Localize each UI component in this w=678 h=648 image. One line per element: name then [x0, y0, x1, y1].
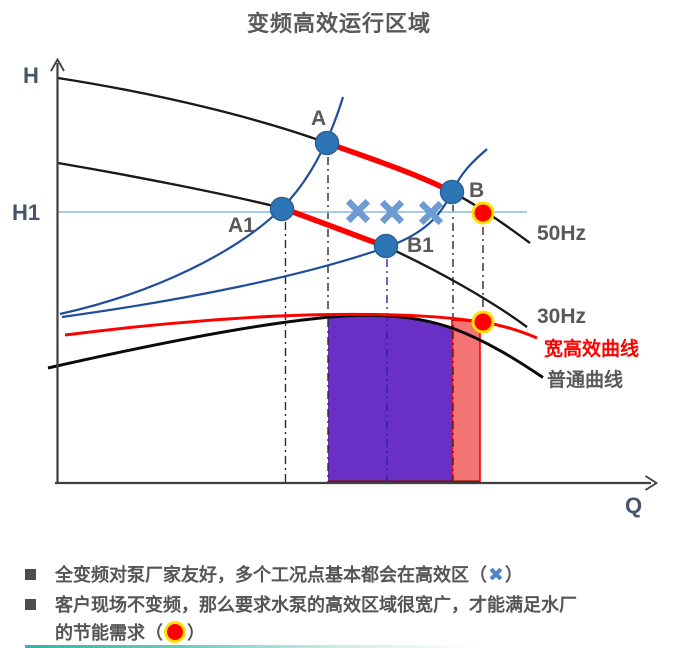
x-marker-1	[345, 198, 371, 224]
bullet-1-text: 全变频对泵厂家友好，多个工况点基本都会在高效区（✖）	[55, 561, 523, 590]
bullet-2-line2-post: ）	[187, 623, 205, 643]
point-a-dot	[314, 130, 340, 156]
curve-50hz	[57, 76, 531, 244]
bullet-square-icon	[25, 569, 36, 580]
x-marker-3	[418, 200, 444, 226]
purple-efficiency-region	[328, 315, 452, 482]
y-axis-arrow-icon	[50, 57, 65, 72]
blue-x-icon: ✖	[488, 565, 504, 586]
red-point-lower	[471, 310, 495, 334]
h-axis-label: H	[23, 63, 39, 88]
point-b-label: B	[469, 179, 484, 202]
pink-extension-region	[451, 319, 481, 483]
label-50hz: 50Hz	[537, 222, 586, 245]
bullet-2-line1: 客户现场不变频，那么要求水泵的高效区域很宽广，才能满足水厂	[55, 595, 577, 615]
bullet-2-line2-pre: 的节能需求（	[55, 623, 163, 643]
h1-label: H1	[12, 200, 40, 225]
red-point-upper	[471, 201, 495, 225]
divider-line	[25, 645, 660, 648]
page-title: 变频高效运行区域	[246, 11, 431, 36]
x-marker-2	[379, 199, 405, 225]
bullet-item-1: 全变频对泵厂家友好，多个工况点基本都会在高效区（✖）	[25, 561, 661, 590]
point-b-dot	[439, 179, 465, 205]
label-wide-curve: 宽高效曲线	[544, 337, 639, 360]
wide-efficiency-curve	[64, 312, 538, 340]
point-a-label: A	[311, 107, 326, 130]
notes-list: 全变频对泵厂家友好，多个工况点基本都会在高效区（✖） 客户现场不变频，那么要求水…	[25, 561, 661, 648]
q-axis-label: Q	[625, 493, 642, 518]
highefficiency-segment-a-b	[324, 140, 455, 195]
bullet-item-2: 客户现场不变频，那么要求水泵的高效区域很宽广，才能满足水厂 的节能需求（ ）	[25, 591, 661, 647]
bullet-2-text: 客户现场不变频，那么要求水泵的高效区域很宽广，才能满足水厂 的节能需求（ ）	[55, 591, 577, 647]
label-30hz: 30Hz	[537, 305, 586, 328]
bullet-1-pre: 全变频对泵厂家友好，多个工况点基本都会在高效区（	[55, 565, 487, 585]
point-a1-dot	[269, 196, 295, 222]
point-b1-dot	[373, 233, 399, 259]
red-dot-icon	[164, 621, 186, 643]
x-axis-arrow-icon	[645, 475, 659, 491]
label-normal-curve: 普通曲线	[547, 368, 623, 391]
bullet-1-post: ）	[504, 565, 523, 585]
highefficiency-segment-a1-b1	[279, 205, 390, 250]
bullet-square-icon	[25, 599, 36, 610]
point-b1-label: B1	[407, 234, 434, 257]
affinity-parabola-a	[59, 96, 345, 316]
point-a1-label: A1	[228, 214, 255, 237]
